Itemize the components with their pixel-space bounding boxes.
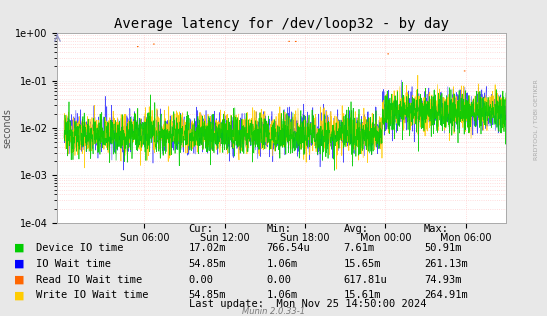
Text: 264.91m: 264.91m	[424, 290, 468, 301]
Text: 261.13m: 261.13m	[424, 259, 468, 269]
Text: 15.65m: 15.65m	[344, 259, 381, 269]
Text: 17.02m: 17.02m	[189, 243, 226, 253]
Text: 1.06m: 1.06m	[266, 290, 298, 301]
Text: ■: ■	[14, 290, 24, 301]
Text: 617.81u: 617.81u	[344, 275, 387, 285]
Text: 50.91m: 50.91m	[424, 243, 462, 253]
Text: Avg:: Avg:	[344, 224, 369, 234]
Text: Cur:: Cur:	[189, 224, 214, 234]
Text: Write IO Wait time: Write IO Wait time	[36, 290, 148, 301]
Text: Munin 2.0.33-1: Munin 2.0.33-1	[242, 307, 305, 316]
Text: 7.61m: 7.61m	[344, 243, 375, 253]
Text: Max:: Max:	[424, 224, 449, 234]
Text: 0.00: 0.00	[189, 275, 214, 285]
Y-axis label: seconds: seconds	[3, 108, 13, 148]
Text: 766.54u: 766.54u	[266, 243, 310, 253]
Title: Average latency for /dev/loop32 - by day: Average latency for /dev/loop32 - by day	[114, 17, 449, 31]
Text: 54.85m: 54.85m	[189, 259, 226, 269]
Text: ■: ■	[14, 275, 24, 285]
Text: 54.85m: 54.85m	[189, 290, 226, 301]
Text: ■: ■	[14, 243, 24, 253]
Text: 0.00: 0.00	[266, 275, 292, 285]
Text: ■: ■	[14, 259, 24, 269]
Text: Last update:  Mon Nov 25 14:50:00 2024: Last update: Mon Nov 25 14:50:00 2024	[189, 299, 426, 309]
Text: RRDTOOL / TOBI OETIKER: RRDTOOL / TOBI OETIKER	[534, 80, 539, 161]
Text: 74.93m: 74.93m	[424, 275, 462, 285]
Text: 1.06m: 1.06m	[266, 259, 298, 269]
Text: Read IO Wait time: Read IO Wait time	[36, 275, 142, 285]
Text: 15.61m: 15.61m	[344, 290, 381, 301]
Text: IO Wait time: IO Wait time	[36, 259, 110, 269]
Text: Min:: Min:	[266, 224, 292, 234]
Text: Device IO time: Device IO time	[36, 243, 123, 253]
